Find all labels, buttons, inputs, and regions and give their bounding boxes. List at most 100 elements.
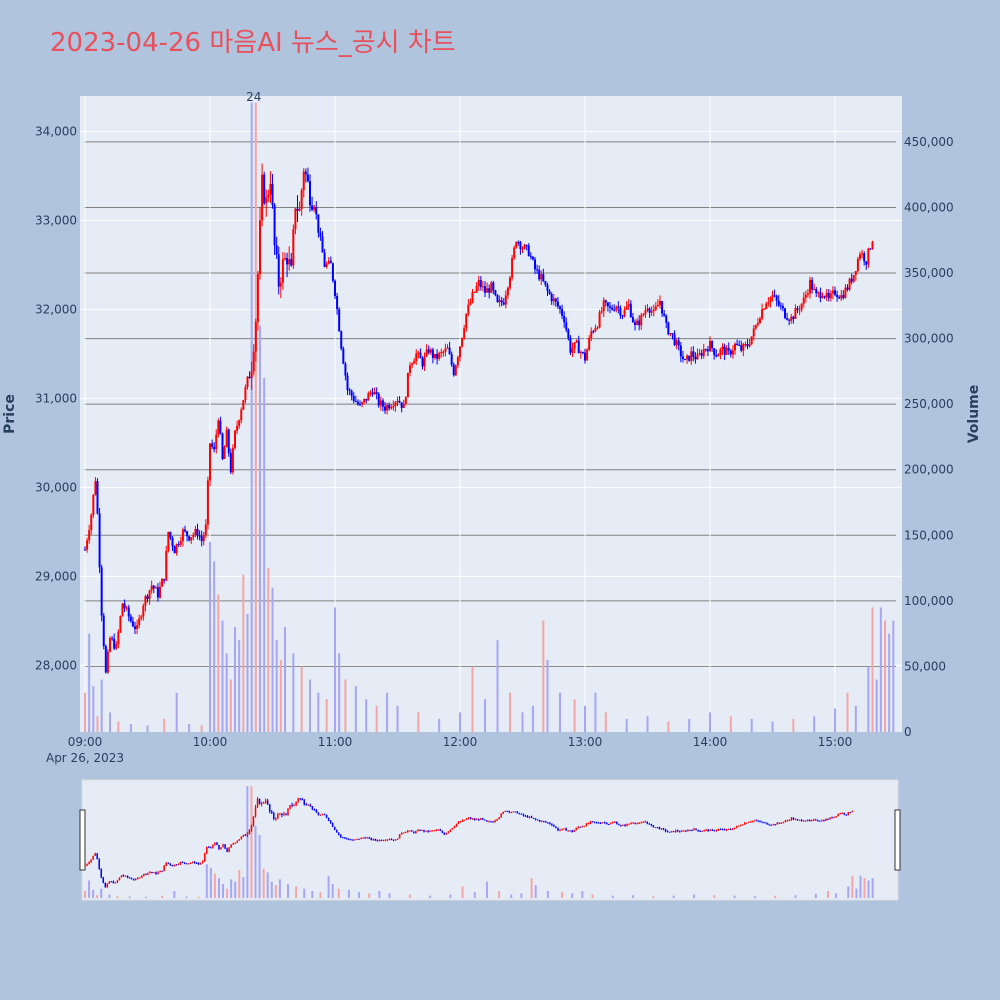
candle-up — [269, 183, 272, 195]
slider-volume-bar — [485, 881, 488, 898]
candle-down — [721, 829, 724, 831]
candle-down — [532, 817, 535, 819]
candle-up — [467, 817, 470, 819]
candle-up — [725, 829, 728, 831]
candle-down — [104, 882, 107, 888]
candle-down — [96, 853, 98, 860]
candle-up — [459, 346, 461, 358]
range-slider-right-handle[interactable] — [894, 809, 901, 871]
candle-up — [206, 846, 208, 854]
candle-down — [478, 819, 480, 821]
candle-down — [819, 820, 821, 822]
candle-up — [798, 309, 801, 311]
volume-bar — [200, 725, 203, 732]
candle-down — [186, 531, 189, 537]
candle-down — [595, 822, 598, 824]
candle-down — [127, 607, 130, 617]
candle-up — [480, 818, 482, 820]
range-slider-left-handle[interactable] — [79, 809, 86, 871]
slider-volume-bar — [230, 879, 233, 898]
candle-down — [112, 881, 115, 884]
candle-down — [152, 585, 155, 589]
volume-bar — [88, 633, 91, 732]
candle-down — [544, 281, 547, 285]
candle-down — [845, 814, 847, 816]
chart-title: 2023-04-26 마음AI 뉴스_공시 차트 — [50, 28, 456, 58]
candle-down — [198, 535, 201, 537]
candle-up — [744, 822, 746, 825]
candle-down — [111, 638, 114, 640]
candle-down — [620, 825, 622, 827]
candle-down — [699, 830, 701, 832]
candle-up — [790, 316, 793, 321]
candle-up — [259, 220, 261, 275]
candle-down — [663, 313, 666, 316]
candle-up — [90, 859, 92, 863]
candle-up — [86, 540, 89, 550]
candle-down — [508, 810, 511, 813]
candle-up — [504, 295, 507, 305]
volume-bar — [229, 679, 232, 732]
candle-up — [871, 241, 874, 249]
candle-up — [717, 354, 720, 357]
candle-up — [378, 839, 381, 841]
candle-down — [770, 824, 772, 826]
candle-down — [301, 798, 303, 801]
candle-down — [296, 208, 299, 211]
candle-up — [614, 821, 616, 823]
range-slider[interactable] — [81, 779, 899, 901]
candle-down — [496, 295, 499, 303]
candle-up — [788, 820, 791, 822]
candle-down — [431, 349, 434, 358]
candle-down — [684, 359, 686, 361]
candle-up — [125, 607, 128, 609]
slider-volume-bar — [863, 878, 866, 898]
volume-bar — [344, 679, 347, 732]
candle-down — [796, 308, 799, 310]
candle-up — [157, 872, 159, 875]
candle-up — [831, 290, 834, 294]
candle-down — [656, 827, 659, 829]
candle-up — [687, 829, 689, 832]
candle-up — [623, 309, 626, 317]
volume-bar — [225, 653, 228, 732]
candle-up — [750, 821, 752, 823]
candle-down — [773, 295, 776, 297]
candle-up — [693, 828, 695, 831]
volume-bar — [884, 620, 886, 732]
candle-up — [144, 596, 147, 606]
candle-up — [232, 843, 234, 845]
candle-up — [461, 819, 464, 822]
candle-down — [831, 817, 833, 819]
candle-down — [323, 252, 326, 267]
candle-up — [626, 823, 628, 826]
candle-up — [471, 818, 474, 820]
volume-bar — [459, 712, 461, 732]
candle-up — [701, 830, 703, 832]
slider-volume-bar — [108, 894, 111, 898]
volume-bar — [117, 721, 120, 732]
candle-up — [561, 828, 563, 830]
candle-up — [455, 823, 458, 827]
candle-up — [810, 820, 813, 822]
candle-up — [396, 400, 399, 403]
volume-bar — [471, 666, 474, 732]
candle-up — [121, 603, 124, 617]
candle-up — [748, 821, 750, 823]
candle-up — [194, 528, 197, 535]
candle-up — [486, 288, 489, 293]
candle-down — [740, 345, 743, 351]
candle-down — [545, 821, 547, 823]
candle-down — [788, 319, 791, 321]
candle-up — [776, 822, 778, 825]
candle-down — [593, 821, 596, 823]
candle-down — [419, 352, 422, 359]
volume-bar — [217, 594, 220, 732]
candle-up — [733, 827, 736, 830]
candle-down — [563, 315, 566, 323]
candle-up — [498, 300, 501, 303]
candle-up — [252, 816, 255, 826]
volume-bar — [242, 574, 245, 732]
candle-down — [691, 830, 693, 832]
